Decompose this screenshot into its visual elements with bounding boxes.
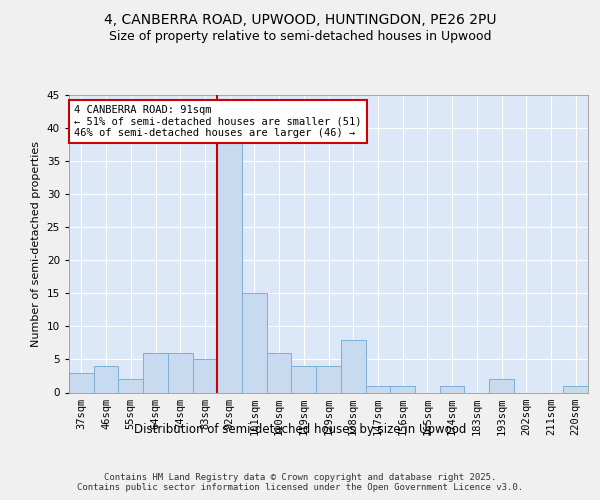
Bar (292, 366, 316, 392)
Bar (390, 386, 415, 392)
Bar (365, 386, 390, 392)
Bar (316, 366, 341, 392)
Bar (118, 380, 143, 392)
Bar (193, 360, 217, 392)
Bar (242, 294, 267, 392)
Bar (94, 366, 118, 392)
Bar (168, 353, 193, 393)
Bar (440, 386, 464, 392)
Text: 4 CANBERRA ROAD: 91sqm
← 51% of semi-detached houses are smaller (51)
46% of sem: 4 CANBERRA ROAD: 91sqm ← 51% of semi-det… (74, 105, 361, 138)
Bar (267, 353, 292, 393)
Text: Size of property relative to semi-detached houses in Upwood: Size of property relative to semi-detach… (109, 30, 491, 43)
Bar (69, 372, 94, 392)
Bar (143, 353, 168, 393)
Bar (489, 380, 514, 392)
Text: 4, CANBERRA ROAD, UPWOOD, HUNTINGDON, PE26 2PU: 4, CANBERRA ROAD, UPWOOD, HUNTINGDON, PE… (104, 12, 496, 26)
Y-axis label: Number of semi-detached properties: Number of semi-detached properties (31, 141, 41, 347)
Bar (563, 386, 588, 392)
Bar (217, 142, 242, 392)
Text: Distribution of semi-detached houses by size in Upwood: Distribution of semi-detached houses by … (134, 422, 466, 436)
Bar (341, 340, 365, 392)
Text: Contains HM Land Registry data © Crown copyright and database right 2025.
Contai: Contains HM Land Registry data © Crown c… (77, 473, 523, 492)
